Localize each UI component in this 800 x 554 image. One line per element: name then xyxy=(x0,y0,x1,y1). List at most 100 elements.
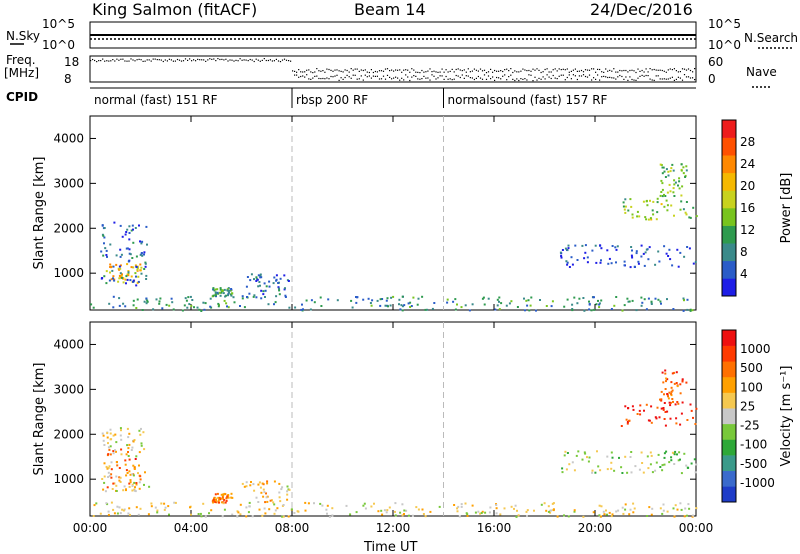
nave-sample xyxy=(437,77,439,79)
freq-sample xyxy=(629,69,631,72)
echo-cell xyxy=(128,238,131,241)
echo-cell xyxy=(611,245,614,247)
echo-cell xyxy=(620,466,623,469)
echo-cell xyxy=(646,455,649,458)
echo-cell xyxy=(600,515,602,518)
echo-cell xyxy=(273,276,276,279)
echo-cell xyxy=(189,506,191,509)
freq-sample xyxy=(189,58,191,60)
echo-cell xyxy=(134,458,137,460)
x-tick-label: 00:00 xyxy=(679,521,714,535)
echo-cell xyxy=(631,249,633,252)
nave-sample xyxy=(649,78,651,80)
echo-cell xyxy=(106,436,109,439)
echo-cell xyxy=(479,512,482,515)
echo-cell xyxy=(571,461,574,464)
echo-cell xyxy=(146,300,149,303)
freq-sample xyxy=(683,68,686,70)
echo-cell xyxy=(273,503,276,506)
echo-cell xyxy=(681,401,684,404)
echo-cell xyxy=(517,514,520,517)
echo-cell xyxy=(111,488,114,490)
echo-cell xyxy=(647,297,650,300)
echo-cell xyxy=(259,486,262,489)
echo-cell xyxy=(248,501,251,504)
echo-cell xyxy=(629,456,632,458)
freq-sample xyxy=(597,68,599,70)
echo-cell xyxy=(456,507,459,510)
echo-cell xyxy=(106,255,108,258)
echo-cell xyxy=(405,509,408,512)
echo-cell xyxy=(678,180,681,183)
freq-sample xyxy=(516,71,518,73)
echo-cell xyxy=(227,290,230,292)
y-tick-label: 1000 xyxy=(53,472,84,486)
echo-cell xyxy=(229,293,232,296)
echo-cell xyxy=(248,505,251,508)
echo-cell xyxy=(145,278,148,280)
echo-cell xyxy=(265,496,268,499)
nave-sample xyxy=(611,77,613,79)
echo-cell xyxy=(164,506,167,509)
nave-label: Nave xyxy=(746,65,777,79)
freq-sample xyxy=(574,68,576,70)
echo-cell xyxy=(629,508,632,511)
echo-cell xyxy=(628,300,631,303)
freq-sample xyxy=(253,60,255,63)
nave-sample xyxy=(520,78,522,80)
freq-sample xyxy=(528,69,530,72)
echo-cell xyxy=(379,298,382,301)
echo-cell xyxy=(600,299,603,302)
echo-cell xyxy=(286,493,289,496)
nave-sample xyxy=(617,76,619,78)
freq-sample xyxy=(427,70,429,72)
echo-cell xyxy=(649,451,652,454)
echo-cell xyxy=(225,302,228,305)
nave-sample xyxy=(461,74,463,76)
echo-cell xyxy=(676,401,679,403)
echo-cell xyxy=(626,297,629,300)
echo-cell xyxy=(126,228,129,231)
nave-sample xyxy=(334,75,336,77)
echo-cell xyxy=(300,308,303,311)
echo-cell xyxy=(424,515,427,518)
echo-cell xyxy=(677,184,679,187)
echo-cell xyxy=(136,268,139,271)
nave-sample xyxy=(294,74,296,76)
freq-sample xyxy=(637,68,639,70)
echo-cell xyxy=(127,270,130,273)
echo-cell xyxy=(253,278,255,281)
echo-cell xyxy=(117,280,120,283)
echo-cell xyxy=(128,252,131,255)
freq-sample xyxy=(399,69,401,71)
nave-sample xyxy=(485,78,488,80)
echo-cell xyxy=(399,308,402,311)
echo-cell xyxy=(656,211,659,214)
echo-cell xyxy=(141,309,144,311)
echo-cell xyxy=(331,507,334,510)
echo-cell xyxy=(302,308,304,311)
echo-cell xyxy=(264,512,267,515)
freq-sample xyxy=(110,60,112,62)
echo-cell xyxy=(571,303,574,306)
freq-sample xyxy=(611,70,613,72)
nave-sample xyxy=(393,77,395,79)
echo-cell xyxy=(660,399,663,402)
nave-sample xyxy=(433,75,435,77)
echo-cell xyxy=(227,294,229,297)
freq-sample xyxy=(285,59,288,61)
echo-cell xyxy=(433,302,436,304)
echo-cell xyxy=(598,303,601,306)
echo-cell xyxy=(588,300,590,303)
echo-cell xyxy=(140,272,143,275)
freq-sample xyxy=(354,68,356,70)
echo-cell xyxy=(664,369,667,372)
cpid-segment-label: rbsp 200 RF xyxy=(296,93,368,107)
freq-tick-top: 18 xyxy=(64,55,79,69)
nave-sample xyxy=(574,75,576,77)
echo-cell xyxy=(214,294,217,297)
echo-cell xyxy=(674,504,677,507)
echo-cell xyxy=(214,499,217,502)
echo-cell xyxy=(131,257,134,259)
